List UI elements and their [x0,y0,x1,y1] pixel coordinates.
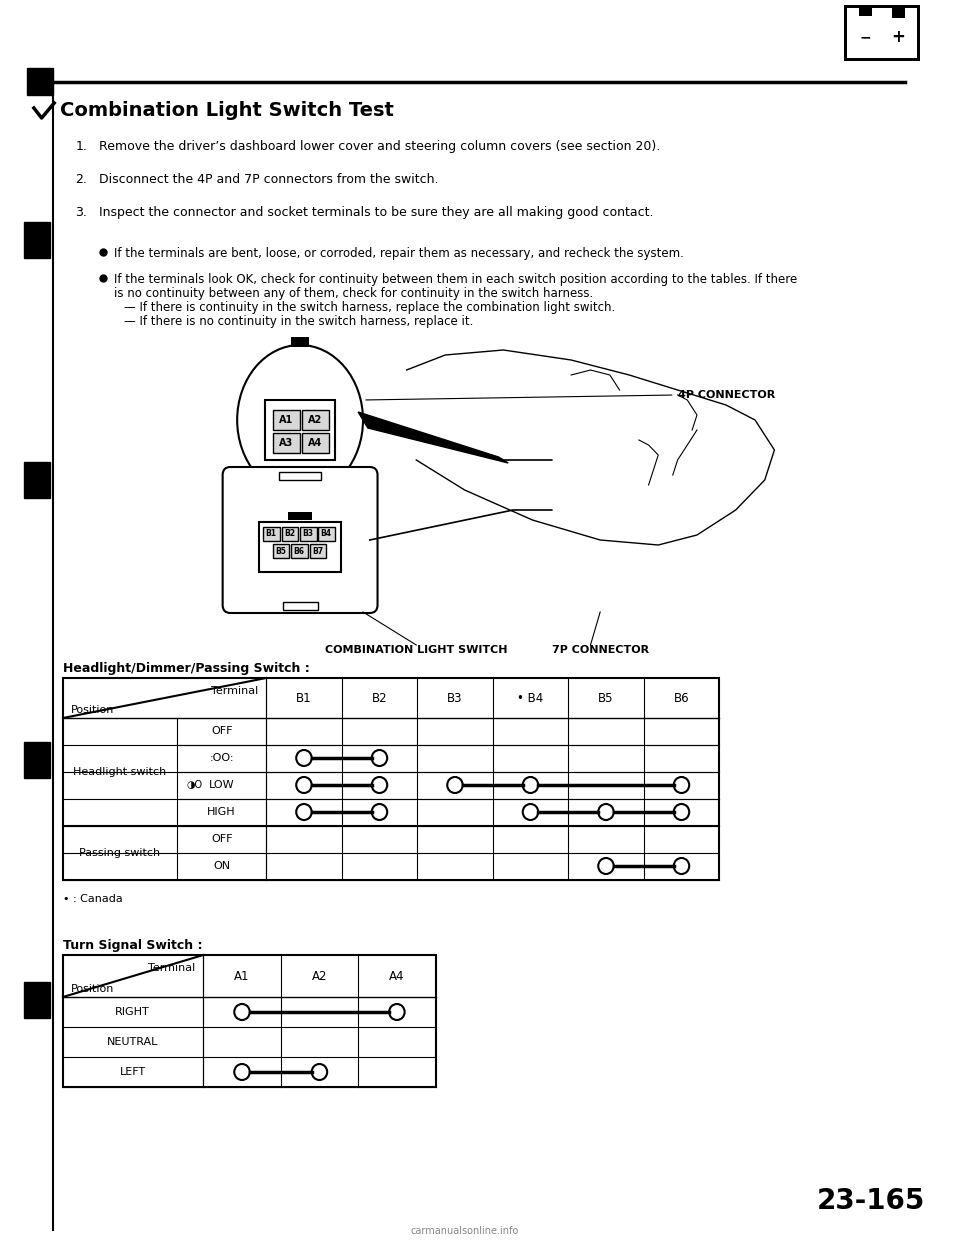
Bar [273,410,300,430]
Bar [300,527,317,542]
Bar [281,527,299,542]
Bar [302,410,329,430]
Bar [259,522,341,573]
Text: • B4: • B4 [517,692,543,704]
Polygon shape [24,462,50,498]
Text: B1: B1 [296,692,312,704]
Text: A4: A4 [308,438,323,448]
Bar [265,400,335,460]
Text: B2: B2 [284,529,295,539]
Text: B4: B4 [321,529,332,539]
Polygon shape [24,982,50,1018]
Text: Position: Position [71,705,114,715]
Text: is no continuity between any of them, check for continuity in the switch harness: is no continuity between any of them, ch… [114,287,593,301]
Bar [63,955,436,1087]
Text: B3: B3 [302,529,313,539]
Text: B2: B2 [372,692,387,704]
Bar [273,544,289,558]
Text: LEFT: LEFT [120,1067,146,1077]
Text: A1: A1 [234,970,250,982]
Polygon shape [24,222,50,258]
Text: 1.: 1. [76,140,87,153]
Text: Disconnect the 4P and 7P connectors from the switch.: Disconnect the 4P and 7P connectors from… [99,173,438,186]
Text: • : Canada: • : Canada [63,894,123,904]
Text: If the terminals look OK, check for continuity between them in each switch posit: If the terminals look OK, check for cont… [114,273,798,286]
Text: B1: B1 [266,529,276,539]
Text: Turn Signal Switch :: Turn Signal Switch : [63,939,203,953]
Polygon shape [27,68,53,94]
Bar [319,527,335,542]
Text: ON: ON [213,861,230,871]
Text: Terminal: Terminal [211,686,258,696]
Text: A3: A3 [279,438,294,448]
Text: 4P CONNECTOR: 4P CONNECTOR [678,390,775,400]
Text: A1: A1 [279,415,294,425]
Bar [858,7,873,16]
Bar [278,472,322,479]
Text: OFF: OFF [211,727,232,737]
Bar [282,602,318,610]
Text: ◑O: ◑O [186,780,203,790]
Bar [273,433,300,453]
Text: If the terminals are bent, loose, or corroded, repair them as necessary, and rec: If the terminals are bent, loose, or cor… [114,247,684,260]
Text: HIGH: HIGH [207,807,236,817]
Text: OFF: OFF [211,833,232,845]
Text: B5: B5 [598,692,613,704]
FancyBboxPatch shape [223,467,377,614]
Text: +: + [892,29,905,46]
Text: Terminal: Terminal [148,963,196,972]
Text: B6: B6 [294,546,304,555]
Text: B6: B6 [674,692,689,704]
Text: Position: Position [71,984,114,994]
Bar [63,678,719,881]
Text: Headlight switch: Headlight switch [73,768,167,777]
Bar [302,433,329,453]
Text: A2: A2 [308,415,323,425]
Bar [288,512,312,520]
Text: — If there is continuity in the switch harness, replace the combination light sw: — If there is continuity in the switch h… [124,301,615,314]
Text: A2: A2 [312,970,327,982]
Text: Combination Light Switch Test: Combination Light Switch Test [60,101,394,119]
Text: — If there is no continuity in the switch harness, replace it.: — If there is no continuity in the switc… [124,315,473,328]
Bar [892,7,905,17]
Text: carmanualsonline.info: carmanualsonline.info [411,1226,518,1236]
Text: Inspect the connector and socket terminals to be sure they are all making good c: Inspect the connector and socket termina… [99,206,653,219]
Text: NEUTRAL: NEUTRAL [107,1037,158,1047]
Text: Remove the driver’s dashboard lower cover and steering column covers (see sectio: Remove the driver’s dashboard lower cove… [99,140,660,153]
Text: LOW: LOW [209,780,234,790]
Bar [310,544,326,558]
Text: −: − [859,30,872,43]
Text: RIGHT: RIGHT [115,1007,150,1017]
Text: :OO:: :OO: [209,753,234,763]
Text: 3.: 3. [76,206,87,219]
Bar [263,527,279,542]
Text: B5: B5 [276,546,286,555]
Bar [292,337,309,347]
Bar [847,7,917,58]
Text: 2.: 2. [76,173,87,186]
Text: Headlight/Dimmer/Passing Switch :: Headlight/Dimmer/Passing Switch : [63,662,310,674]
Text: 7P CONNECTOR: 7P CONNECTOR [552,645,649,655]
Text: B3: B3 [447,692,463,704]
Text: 23-165: 23-165 [817,1187,925,1215]
Text: A4: A4 [389,970,404,982]
Polygon shape [358,412,508,463]
Polygon shape [24,741,50,777]
Text: COMBINATION LIGHT SWITCH: COMBINATION LIGHT SWITCH [325,645,508,655]
Text: Passing switch: Passing switch [80,848,160,858]
Text: B7: B7 [312,546,324,555]
Bar [844,5,920,61]
Bar [292,544,308,558]
